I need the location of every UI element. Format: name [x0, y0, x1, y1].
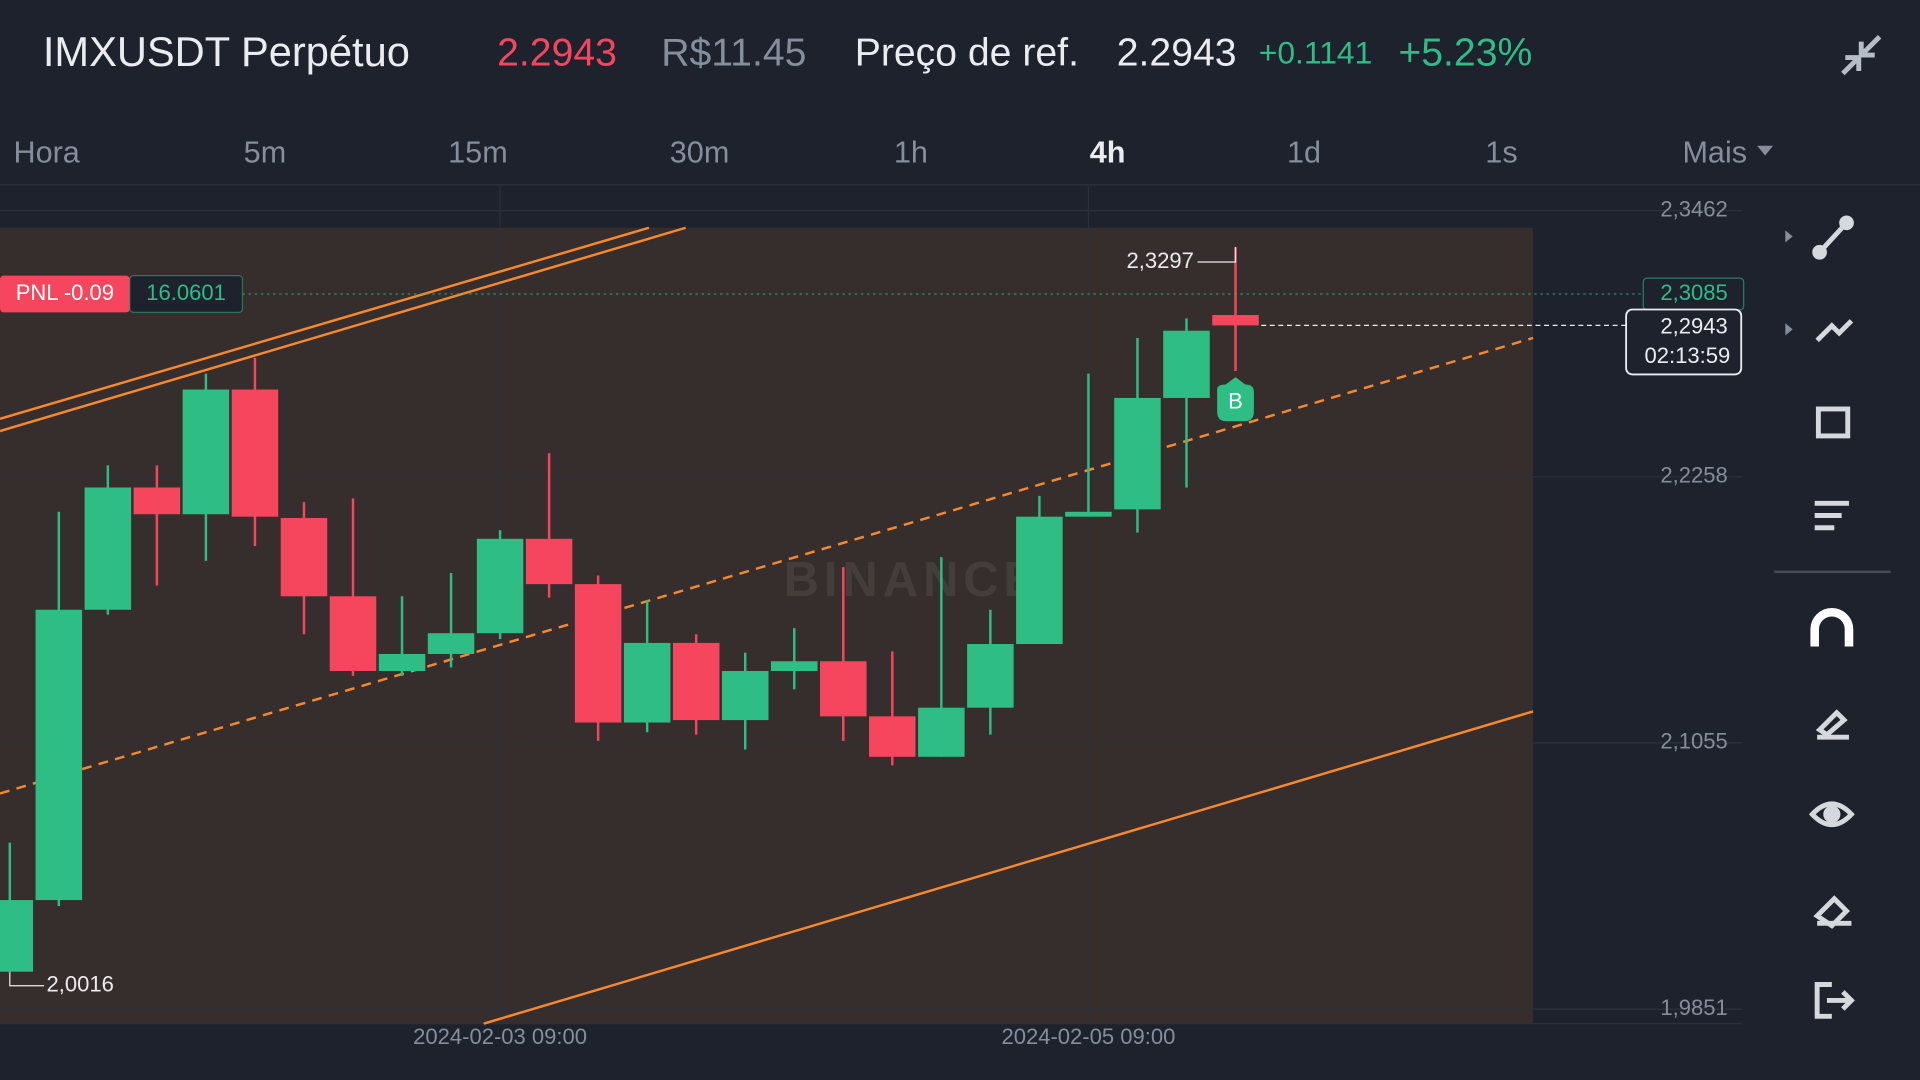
current-price-label: 2,2943: [1660, 314, 1727, 339]
y-tick-label: 2,1055: [1660, 729, 1727, 754]
candle-body: [525, 538, 573, 585]
trade-marker-label: B: [1228, 389, 1243, 414]
candle-body: [1163, 330, 1210, 398]
ref-price: 2.2943: [1117, 31, 1237, 74]
candle-body: [476, 538, 524, 634]
timeframe-tab[interactable]: 5m: [244, 135, 287, 169]
low-marker-label: 2,0016: [47, 972, 114, 997]
candle-body: [967, 644, 1014, 708]
candle-body: [721, 671, 769, 721]
candle-body: [623, 642, 671, 723]
candle-body: [35, 609, 83, 901]
candle-body: [182, 389, 230, 515]
channel-mid: [0, 336, 1534, 795]
toolbar[interactable]: [1774, 215, 1891, 1019]
pnl-box: [0, 275, 130, 313]
channel-lower: [483, 710, 1534, 1025]
trade-marker: [1217, 377, 1254, 422]
timeframe-tab[interactable]: 4h: [1090, 135, 1126, 169]
candle-body: [0, 900, 34, 972]
candle-body: [672, 642, 720, 721]
high-marker-label: 2,3297: [1126, 248, 1193, 273]
candle-body: [329, 596, 377, 672]
candle-body: [1212, 315, 1259, 326]
x-tick-label: 2024-02-05 09:00: [1001, 1024, 1175, 1049]
y-tick-label: 1,9851: [1660, 995, 1727, 1020]
candle-body: [1016, 516, 1063, 645]
candle-body: [1065, 511, 1112, 517]
y-tick-label: 2,3462: [1660, 196, 1727, 221]
timeframe-tab[interactable]: Mais: [1682, 135, 1747, 169]
low-marker-line: [9, 972, 45, 987]
dropdown-caret: [1757, 145, 1774, 156]
timeframe-tab[interactable]: 30m: [670, 135, 730, 169]
entry-label: 16.0601: [146, 280, 226, 305]
channel-upper: [0, 226, 687, 433]
channel-shade: [0, 227, 1534, 1024]
collapse-icon[interactable]: [1841, 35, 1882, 76]
change: +0.1141: [1259, 35, 1373, 71]
countdown: 02:13:59: [1644, 343, 1730, 368]
candle-body: [84, 487, 132, 610]
candle-body: [427, 633, 475, 654]
candle-body: [869, 716, 916, 757]
current-price-box: [1625, 308, 1743, 376]
watermark: BINANCE: [784, 553, 1041, 607]
x-tick-label: 2024-02-03 09:00: [413, 1024, 587, 1049]
timeframe-tab[interactable]: 1d: [1287, 135, 1321, 169]
timeframe-tab[interactable]: 1h: [894, 135, 928, 169]
symbol[interactable]: IMXUSDT Perpétuo: [43, 28, 410, 75]
ref-label: Preço de ref.: [855, 31, 1079, 74]
y-tick-label: 2,2258: [1660, 463, 1727, 488]
candle-body: [378, 653, 426, 672]
channel-upper: [0, 226, 650, 420]
timeframe-tab[interactable]: Hora: [13, 135, 80, 169]
candle-body: [574, 584, 622, 723]
position-price-label: 2,3085: [1660, 280, 1727, 305]
local-price: R$11.45: [661, 31, 806, 74]
pnl-label: PNL -0.09: [16, 280, 114, 305]
timeframe-tab[interactable]: 1s: [1485, 135, 1517, 169]
candle-body: [918, 707, 965, 757]
candle-body: [770, 661, 818, 672]
high-marker-line: [1197, 247, 1237, 263]
candle-body: [820, 661, 867, 717]
entry-box: [129, 275, 244, 314]
last-price: 2.2943: [497, 31, 617, 74]
timeframe-tab[interactable]: 15m: [448, 135, 508, 169]
candle-body: [133, 487, 181, 515]
change-pct: +5.23%: [1398, 31, 1532, 74]
candle-body: [1114, 397, 1161, 510]
candle-body: [280, 518, 328, 597]
candle-body: [231, 389, 279, 517]
